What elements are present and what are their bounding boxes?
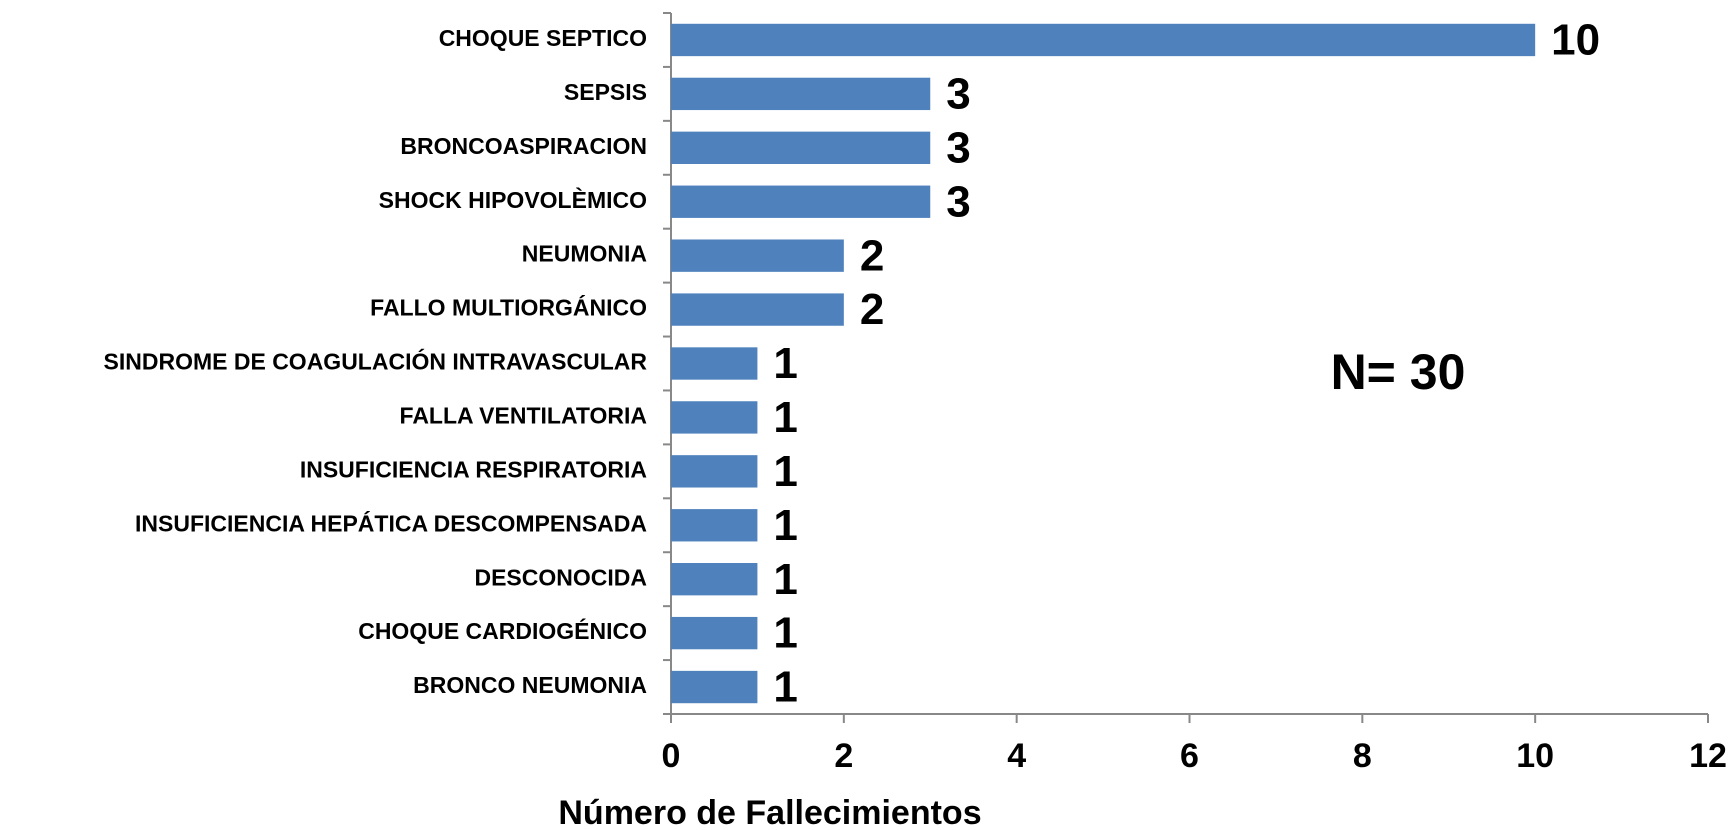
x-tick-label: 2	[834, 737, 853, 775]
bar	[671, 239, 844, 272]
y-tick-label: FALLO MULTIORGÁNICO	[370, 294, 647, 321]
data-label: 1	[773, 555, 797, 604]
bar	[671, 185, 931, 218]
y-tick-label: BRONCO NEUMONIA	[413, 672, 647, 698]
data-label: 3	[946, 123, 970, 172]
y-tick-label: INSUFICIENCIA RESPIRATORIA	[300, 456, 647, 482]
x-tick-label: 10	[1516, 737, 1554, 775]
data-label: 2	[860, 285, 884, 334]
data-label: 1	[773, 339, 797, 388]
bar	[671, 131, 931, 164]
y-tick-label: SHOCK HIPOVOLÈMICO	[379, 186, 647, 213]
y-tick-label: FALLA VENTILATORIA	[400, 403, 647, 429]
annotation: N= 30	[1331, 344, 1466, 400]
bar	[671, 563, 758, 596]
y-tick-label: SEPSIS	[564, 79, 647, 105]
data-label: 3	[946, 177, 970, 226]
data-label: 3	[946, 70, 970, 119]
x-tick-label: 0	[662, 737, 681, 775]
y-tick-label: BRONCOASPIRACION	[400, 133, 647, 159]
bar	[671, 616, 758, 650]
y-tick-label: INSUFICIENCIA HEPÁTICA DESCOMPENSADA	[135, 509, 647, 536]
bar	[671, 347, 758, 380]
bar	[671, 509, 758, 542]
data-label: 1	[773, 663, 797, 712]
y-tick-label: DESCONOCIDA	[474, 564, 647, 590]
x-tick-label: 6	[1180, 737, 1199, 775]
data-label: 10	[1551, 16, 1600, 65]
y-tick-label: CHOQUE SEPTICO	[439, 25, 647, 51]
data-label: 1	[773, 501, 797, 550]
y-tick-label: SINDROME DE COAGULACIÓN INTRAVASCULAR	[104, 348, 648, 375]
bar	[671, 293, 844, 326]
data-label: 1	[773, 393, 797, 442]
bar	[671, 23, 1536, 57]
x-axis-title: Número de Fallecimientos	[558, 794, 981, 830]
data-label: 1	[773, 609, 797, 658]
bar	[671, 401, 758, 434]
y-tick-label: NEUMONIA	[522, 241, 647, 267]
bar	[671, 455, 758, 488]
bar	[671, 670, 758, 704]
x-tick-label: 4	[1007, 737, 1026, 775]
x-tick-label: 8	[1353, 737, 1372, 775]
data-label: 1	[773, 447, 797, 496]
y-tick-label: CHOQUE CARDIOGÉNICO	[358, 617, 647, 644]
data-label: 2	[860, 231, 884, 280]
x-tick-label: 12	[1689, 737, 1727, 775]
bar	[671, 77, 931, 111]
